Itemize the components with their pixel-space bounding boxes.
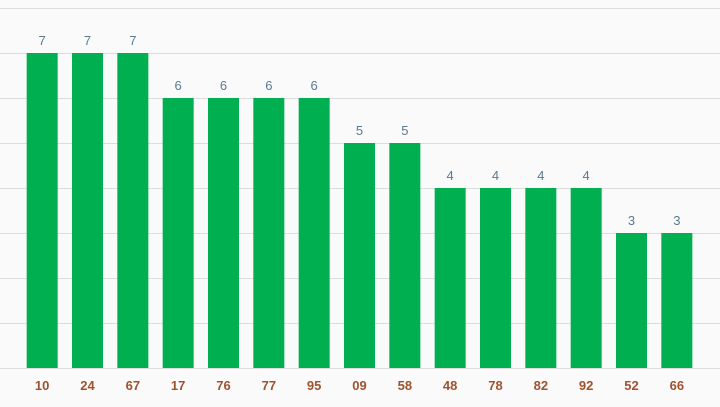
- bar-58: [389, 143, 421, 368]
- x-tick-label-82: 82: [534, 378, 548, 393]
- value-label-92: 4: [583, 168, 590, 183]
- value-label-82: 4: [537, 168, 544, 183]
- x-tick-labels: 10 24 67 17 76 77 95 09 58 48 78 82 92 52 66: [35, 378, 684, 393]
- x-tick-label-48: 48: [443, 378, 457, 393]
- bar-48: [434, 188, 466, 368]
- x-tick-label-52: 52: [624, 378, 638, 393]
- value-label-10: 7: [39, 33, 46, 48]
- bar-95: [298, 98, 330, 368]
- bar-52: [616, 233, 647, 368]
- value-label-77: 6: [265, 78, 272, 93]
- value-label-48: 4: [447, 168, 454, 183]
- bar-78: [480, 188, 511, 368]
- value-label-09: 5: [356, 123, 363, 138]
- x-tick-label-77: 77: [262, 378, 276, 393]
- value-label-52: 3: [628, 213, 635, 228]
- value-label-24: 7: [84, 33, 91, 48]
- value-label-58: 5: [401, 123, 408, 138]
- bar-82: [525, 188, 557, 368]
- x-tick-label-66: 66: [670, 378, 684, 393]
- value-label-76: 6: [220, 78, 227, 93]
- x-tick-label-92: 92: [579, 378, 593, 393]
- bar-76: [208, 98, 239, 368]
- x-tick-label-10: 10: [35, 378, 49, 393]
- bar-17: [162, 98, 194, 368]
- x-tick-label-17: 17: [171, 378, 185, 393]
- bar-77: [253, 98, 285, 368]
- x-tick-label-67: 67: [126, 378, 140, 393]
- bar-66: [661, 233, 693, 368]
- bar-24: [72, 53, 103, 368]
- bars: [26, 53, 693, 368]
- bar-67: [117, 53, 149, 368]
- bar-10: [26, 53, 58, 368]
- bar-09: [344, 143, 375, 368]
- value-labels: 7 7 7 6 6 6 6 5 5 4 4 4 4 3 3: [39, 33, 681, 228]
- x-tick-label-95: 95: [307, 378, 321, 393]
- x-tick-label-76: 76: [216, 378, 230, 393]
- value-label-95: 6: [311, 78, 318, 93]
- x-tick-label-58: 58: [398, 378, 412, 393]
- bar-92: [570, 188, 602, 368]
- value-label-17: 6: [175, 78, 182, 93]
- value-label-66: 3: [673, 213, 680, 228]
- x-tick-label-78: 78: [488, 378, 502, 393]
- value-label-78: 4: [492, 168, 499, 183]
- x-tick-label-09: 09: [352, 378, 366, 393]
- value-label-67: 7: [129, 33, 136, 48]
- x-tick-label-24: 24: [80, 378, 95, 393]
